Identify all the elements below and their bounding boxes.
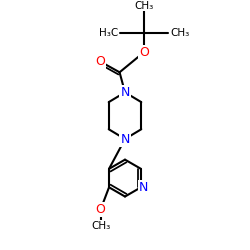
Text: CH₃: CH₃ bbox=[91, 221, 110, 231]
Text: H₃C: H₃C bbox=[99, 28, 118, 38]
Text: O: O bbox=[139, 46, 149, 59]
Text: N: N bbox=[120, 86, 130, 99]
Text: O: O bbox=[95, 55, 105, 68]
Text: CH₃: CH₃ bbox=[171, 28, 190, 38]
Text: N: N bbox=[139, 181, 148, 194]
Text: O: O bbox=[96, 203, 106, 216]
Text: CH₃: CH₃ bbox=[134, 0, 154, 10]
Text: N: N bbox=[120, 132, 130, 145]
